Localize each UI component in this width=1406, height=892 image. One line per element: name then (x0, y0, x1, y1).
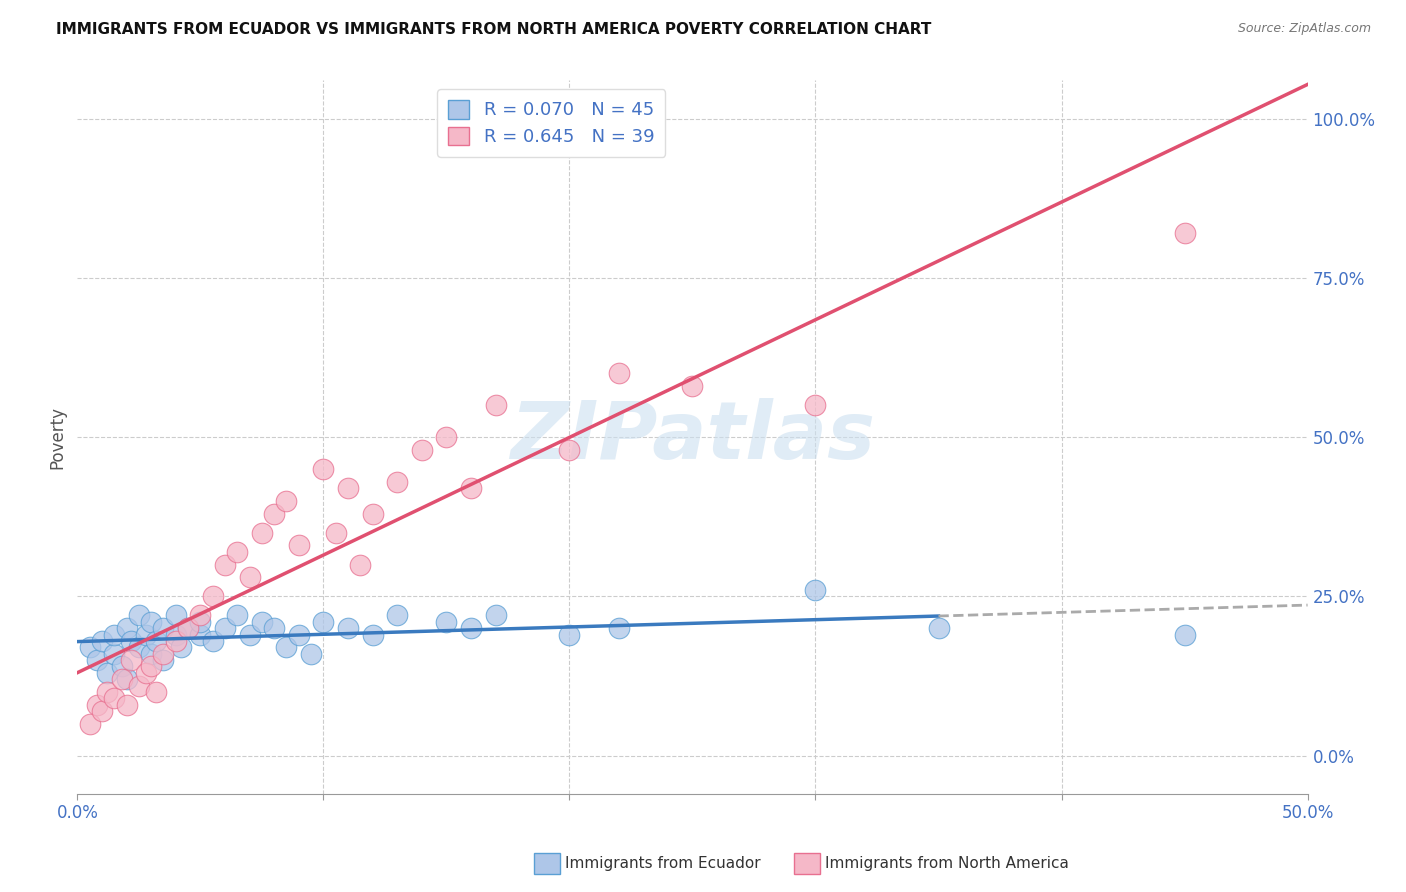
Point (96, 665, 118, 680)
Point (145, 685, 167, 699)
Point (436, 615, 458, 629)
Text: Immigrants from Ecuador: Immigrants from Ecuador (565, 856, 761, 871)
Point (337, 621, 360, 635)
Point (115, 698, 138, 712)
Point (682, 379, 704, 393)
Point (103, 691, 125, 706)
Text: ZIPatlas: ZIPatlas (510, 398, 875, 476)
Point (135, 665, 157, 680)
Point (263, 621, 285, 635)
Point (152, 653, 174, 667)
Point (276, 640, 298, 655)
Point (239, 627, 262, 641)
Point (250, 525, 273, 540)
Point (485, 398, 508, 412)
Point (214, 621, 236, 635)
Point (1174, 226, 1197, 240)
Point (361, 507, 384, 521)
Point (337, 481, 360, 495)
Point (86, 653, 108, 667)
Point (165, 608, 187, 623)
Point (226, 608, 249, 623)
Point (170, 640, 193, 655)
Point (387, 475, 409, 489)
Point (152, 647, 174, 661)
Point (115, 621, 138, 635)
Point (460, 481, 482, 495)
Point (141, 659, 163, 673)
Point (111, 659, 132, 673)
Text: Source: ZipAtlas.com: Source: ZipAtlas.com (1237, 22, 1371, 36)
Point (90, 704, 114, 718)
Point (121, 634, 143, 648)
Point (86, 698, 108, 712)
Point (250, 615, 273, 629)
Point (349, 558, 371, 572)
Point (558, 627, 581, 641)
Point (177, 621, 200, 635)
Point (201, 634, 224, 648)
Point (387, 608, 409, 623)
Legend: R = 0.070   N = 45, R = 0.645   N = 39: R = 0.070 N = 45, R = 0.645 N = 39 (437, 89, 665, 157)
Point (558, 442, 581, 457)
Point (96, 685, 118, 699)
Text: IMMIGRANTS FROM ECUADOR VS IMMIGRANTS FROM NORTH AMERICA POVERTY CORRELATION CHA: IMMIGRANTS FROM ECUADOR VS IMMIGRANTS FR… (56, 22, 932, 37)
Point (804, 398, 827, 412)
Point (103, 647, 125, 661)
Point (312, 615, 335, 629)
Point (128, 679, 150, 693)
Point (145, 634, 167, 648)
Point (607, 621, 630, 635)
Point (288, 627, 311, 641)
Text: Immigrants from North America: Immigrants from North America (825, 856, 1069, 871)
Point (201, 590, 224, 604)
Y-axis label: Poverty: Poverty (48, 406, 66, 468)
Point (79, 716, 101, 731)
Point (299, 647, 322, 661)
Point (190, 608, 212, 623)
Point (190, 627, 212, 641)
Point (103, 627, 125, 641)
Point (436, 430, 458, 444)
Point (361, 627, 384, 641)
Point (111, 672, 132, 686)
Point (152, 621, 174, 635)
Point (128, 640, 150, 655)
Point (325, 525, 347, 540)
Point (79, 640, 101, 655)
Point (165, 634, 187, 648)
Point (239, 570, 262, 584)
Point (135, 627, 157, 641)
Point (121, 653, 143, 667)
Point (177, 621, 200, 635)
Point (115, 672, 138, 686)
Point (128, 608, 150, 623)
Point (460, 621, 482, 635)
Point (214, 558, 236, 572)
Point (190, 615, 212, 629)
Point (263, 507, 285, 521)
Point (804, 582, 827, 597)
Point (276, 493, 298, 508)
Point (141, 615, 163, 629)
Point (288, 538, 311, 552)
Point (928, 621, 950, 635)
Point (141, 647, 163, 661)
Point (90, 634, 114, 648)
Point (226, 545, 249, 559)
Point (411, 442, 433, 457)
Point (485, 608, 508, 623)
Point (607, 367, 630, 381)
Point (1174, 627, 1197, 641)
Point (165, 627, 187, 641)
Point (312, 462, 335, 476)
